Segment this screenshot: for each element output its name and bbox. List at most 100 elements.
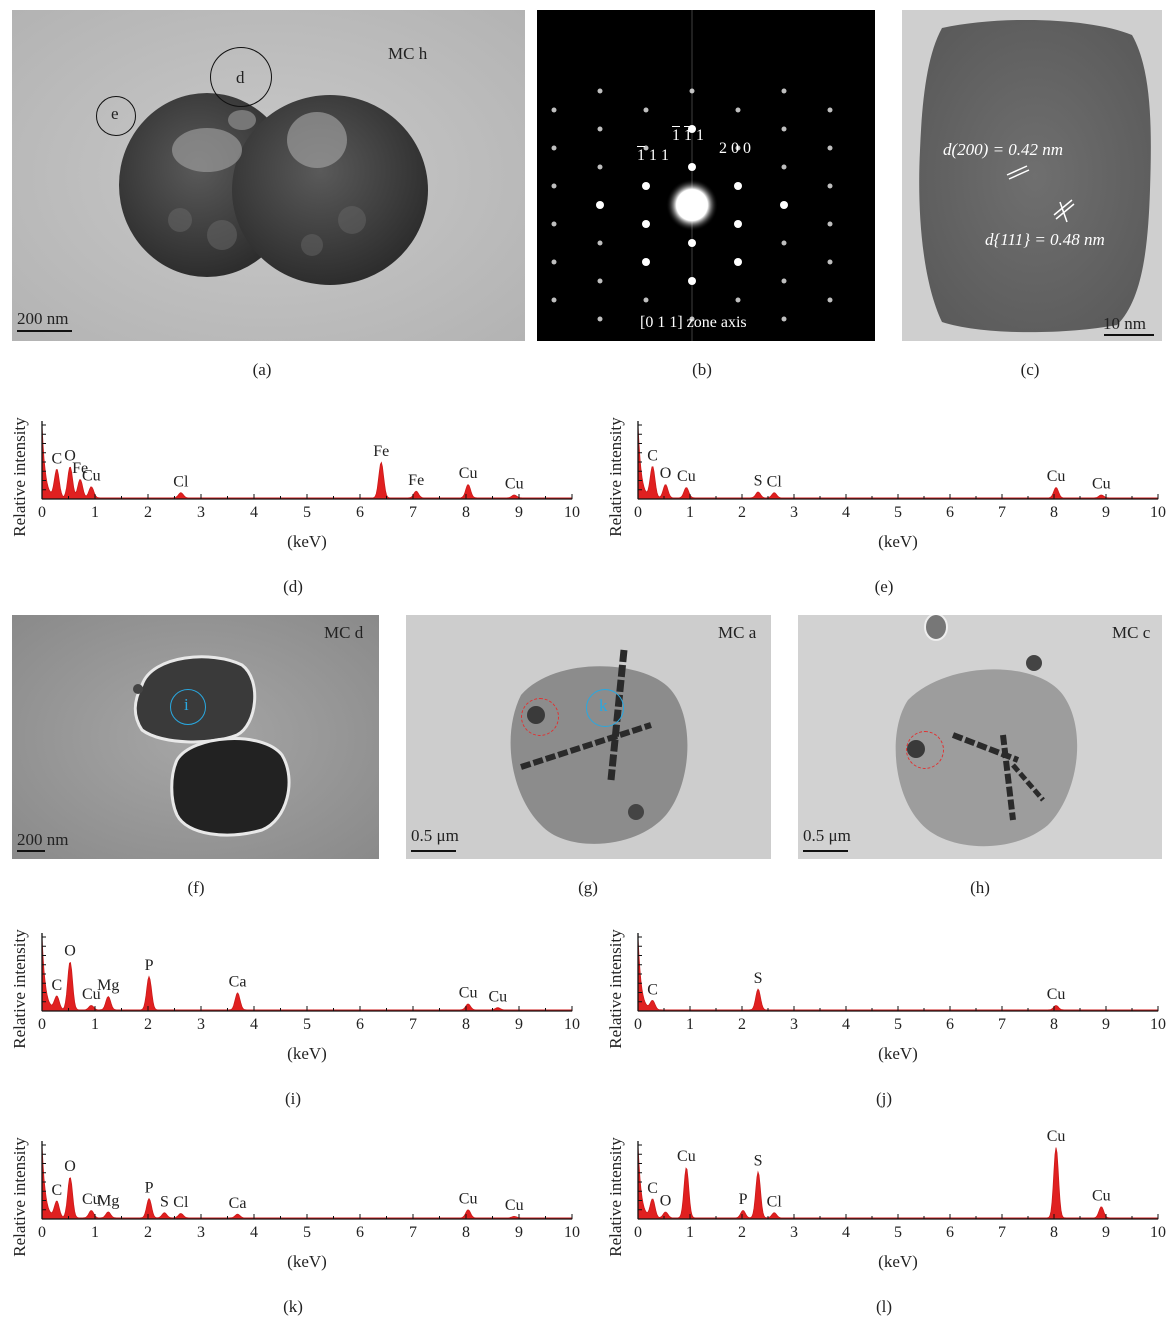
x-tick-label: 4 [842,504,850,521]
peak-label: Cu [1047,468,1066,485]
x-tick-label: 0 [38,1016,46,1033]
scale-label-f: 200 nm [17,830,69,849]
spectrum-svg: 0 1 2 3 4 5 6 7 8 9 10 (keV) Relative intensity C S Cu (… [606,929,1166,1108]
panel-label-f: (f) [187,878,205,897]
spectrum-svg: 0 1 2 3 4 5 6 7 8 9 10(keV)Relative intensity COCuM… [10,1137,580,1316]
spectrum-area [637,936,1159,1012]
peak-label: S [754,473,763,490]
peak-label: Cu [82,986,101,1003]
x-tick-label: 4 [250,1016,258,1033]
peak-label: Cu [1092,476,1111,493]
diffraction-spot [827,259,833,265]
diffraction-spot [688,239,696,247]
x-tick-label: 10 [1150,1016,1166,1033]
x-tick-label: 5 [303,1224,311,1241]
x-tick-label: 4 [250,1224,258,1241]
spectrum-l: 0 1 2 3 4 5 6 7 8 9 10 (keV) Relative intensity C O Cu P… [596,1115,1172,1320]
diffraction-spot [735,107,741,113]
x-tick-label: 3 [197,504,205,521]
y-axis-label: Relative intensity [606,417,625,537]
scale-label-g: 0.5 μm [411,826,459,845]
tem-image-h [798,615,1162,859]
panel-label-a: (a) [252,360,272,379]
x-tick-label: 7 [998,504,1006,521]
diffraction-spot [781,126,787,132]
diffraction-spot [781,88,787,94]
peak-label: C [52,450,63,467]
diffraction-spot [551,107,557,113]
diffraction-spot [827,183,833,189]
spectrum-svg: 0 1 2 3 4 5 6 7 8 9 10 (keV) Relative intensity CO Cu P… [606,1128,1166,1316]
peak-label: O [64,1158,76,1175]
peak-label: Fe [408,472,424,489]
panel-label-c: (c) [1020,360,1040,379]
peak-label: C [647,1180,658,1197]
scale-bar-a [17,330,72,332]
diffraction-spot [643,297,649,303]
x-tick-label: 10 [1150,504,1166,521]
spectrum-svg: 0 1 2 3 4 5 6 7 8 9 10(keV)Relative intensity COCuM… [10,929,580,1108]
scale-bar-h [803,850,848,852]
peak-label: Cu [1092,1187,1111,1204]
diffraction-spot [551,145,557,151]
d200-label: d(200) = 0.42 nm [943,140,1064,159]
diffraction-spot [688,125,696,133]
diffraction-spot [827,107,833,113]
diffraction-spot [643,107,649,113]
peak-label: Cu [459,985,478,1002]
scale-bar-c [1104,334,1154,336]
peak-label: Ca [229,974,247,991]
diffraction-spot [781,278,787,284]
x-tick-label: 0 [634,504,642,521]
y-axis-label: Relative intensity [10,929,29,1049]
x-tick-label: 3 [197,1224,205,1241]
peak-label: P [739,1191,748,1208]
peak-label: Cl [767,1193,783,1210]
x-tick-label: 7 [409,504,417,521]
diffraction-spot [689,316,695,322]
x-tick-label: 9 [515,1016,523,1033]
circle-i [170,689,206,725]
diffraction-spot [827,221,833,227]
peak-label: S [754,970,763,987]
diffraction-spot [597,278,603,284]
diffraction-spot [827,297,833,303]
x-tick-label: 8 [462,504,470,521]
x-tick-label: 4 [842,1016,850,1033]
peak-label: Cl [173,473,189,490]
sample-label-h: MC c [1112,623,1151,642]
diffraction-spot [551,259,557,265]
diffraction-spot [597,240,603,246]
x-axis-label: (keV) [878,1252,918,1271]
x-tick-label: 7 [409,1224,417,1241]
spectrum-i: 0 1 2 3 4 5 6 7 8 9 10 (keV) Relative intensity C O Cu M… [0,907,586,1112]
x-tick-label: 2 [144,504,152,521]
x-tick-label: 4 [842,1224,850,1241]
diffraction-spot [551,221,557,227]
x-tick-label: 10 [564,1016,580,1033]
tem-image-g [406,615,771,859]
x-tick-label: 1 [91,504,99,521]
x-tick-label: 5 [894,504,902,521]
x-tick-label: 2 [144,1016,152,1033]
circle-label-d: d [236,68,245,87]
x-tick-label: 5 [894,1224,902,1241]
spectrum-svg: 0 1 2 3 4 5 6 7 8 9 10(keV)Relative intensity C OFeC… [10,417,580,596]
sample-label-a: MC h [388,44,428,63]
x-tick-label: 2 [738,1224,746,1241]
spectrum-e: 0 1 2 3 4 5 6 7 8 9 10 (keV) Relative intensity C O Cu S… [596,395,1172,600]
x-tick-label: 1 [686,1016,694,1033]
diffraction-spot [734,182,742,190]
diffraction-spot [597,316,603,322]
diffraction-spot [642,220,650,228]
x-tick-label: 6 [356,1016,364,1033]
peak-label: Ca [229,1195,247,1212]
panel-label: (e) [875,577,894,596]
spectrum-j: 0 1 2 3 4 5 6 7 8 9 10 (keV) Relative intensity C S Cu (… [596,907,1172,1112]
diffraction-spot [781,240,787,246]
spectrum-area [637,424,1159,500]
peak-label: C [647,982,658,999]
x-tick-label: 6 [946,504,954,521]
y-axis-label: Relative intensity [10,417,29,537]
